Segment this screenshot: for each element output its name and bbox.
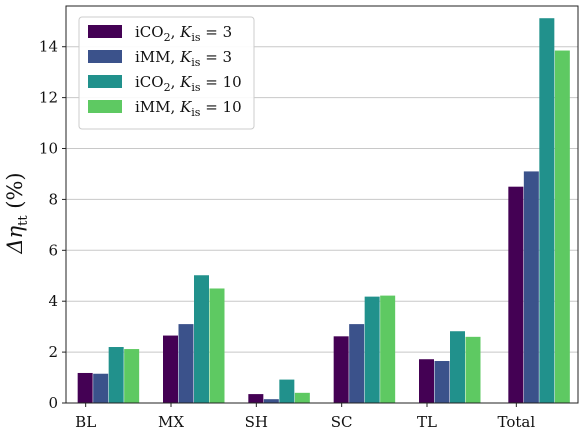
- bar: [209, 288, 225, 403]
- legend-label-text: iCO: [135, 23, 164, 41]
- bar: [124, 349, 140, 403]
- x-ticks: BL MX SH SC TL Total: [75, 403, 535, 429]
- x-tick-label: BL: [75, 413, 96, 429]
- bar: [263, 399, 279, 403]
- bar: [194, 275, 209, 403]
- legend-label-sep: ,: [171, 73, 181, 91]
- bar: [465, 336, 481, 403]
- legend-swatch: [88, 25, 122, 38]
- y-tick-label: 0: [48, 394, 58, 412]
- bar: [93, 373, 109, 403]
- y-tick-label: 10: [39, 140, 58, 158]
- legend-label-value: = 3: [200, 48, 232, 66]
- bar: [333, 336, 349, 403]
- bars: [77, 18, 570, 404]
- bar: [419, 359, 434, 403]
- legend-label-text: iCO: [135, 73, 164, 91]
- bar: [364, 296, 380, 403]
- legend-label-sub: 2: [164, 81, 171, 94]
- legend-label-k: K: [179, 23, 192, 41]
- legend-label-sep: ,: [171, 98, 181, 116]
- legend-label-k: K: [179, 73, 192, 91]
- y-axis-label-sub: tt: [16, 215, 31, 226]
- legend-label-ksub: is: [191, 106, 201, 119]
- y-tick-label: 2: [48, 343, 58, 361]
- y-axis-label-unit: (%): [3, 172, 27, 215]
- axes: [65, 5, 579, 404]
- legend-label-value: = 10: [201, 73, 242, 91]
- bar: [539, 18, 555, 403]
- y-tick-label: 12: [39, 89, 58, 107]
- bar: [77, 372, 93, 403]
- bar: [434, 361, 450, 403]
- x-tick-label: SH: [245, 413, 268, 429]
- legend-label: iCO2, Kis = 10: [135, 73, 242, 94]
- bar: [108, 347, 124, 403]
- legend-swatch: [88, 100, 122, 113]
- legend-label-text: iMM: [135, 48, 171, 66]
- legend-label: iMM, Kis = 10: [135, 98, 242, 119]
- legend-label-k: K: [179, 98, 192, 116]
- y-tick-label: 14: [39, 38, 58, 56]
- bar: [279, 379, 295, 403]
- x-tick-label: Total: [498, 413, 536, 429]
- legend-swatch: [88, 75, 122, 88]
- bar: [178, 324, 194, 403]
- y-ticks: 0 2 4 6 8 10 12 14: [39, 38, 66, 412]
- x-tick-label: SC: [331, 413, 353, 429]
- bar: [349, 324, 365, 403]
- legend-label-text: iMM: [135, 98, 171, 116]
- y-axis-label-main: Δη: [3, 225, 27, 254]
- legend-label-sep: ,: [171, 48, 181, 66]
- bar: [163, 335, 178, 403]
- plot-frame: [65, 5, 579, 404]
- bar: [380, 295, 396, 403]
- legend-label-sub: 2: [164, 31, 171, 44]
- bar: [248, 394, 264, 403]
- legend-label-sep: ,: [171, 23, 181, 41]
- legend-label-ksub: is: [191, 56, 201, 69]
- legend-label-value: = 3: [201, 23, 233, 41]
- legend-label: iCO2, Kis = 3: [135, 23, 232, 44]
- bar: [554, 50, 570, 404]
- legend-swatch: [88, 50, 122, 63]
- x-tick-label: TL: [417, 413, 437, 429]
- legend-label: iMM, Kis = 3: [135, 48, 232, 69]
- legend-label-ksub: is: [191, 81, 201, 94]
- bar: [294, 392, 310, 403]
- y-tick-label: 6: [48, 241, 58, 259]
- legend-box: [78, 16, 255, 130]
- legend-label-ksub: is: [191, 31, 201, 44]
- y-tick-label: 8: [48, 190, 58, 208]
- bar: [508, 186, 524, 403]
- bar: [450, 331, 465, 403]
- legend-label-value: = 10: [200, 98, 241, 116]
- y-tick-label: 4: [48, 292, 58, 310]
- y-axis-label: Δηtt (%): [3, 172, 31, 254]
- bar: [523, 171, 539, 403]
- legend-label-k: K: [179, 48, 192, 66]
- x-tick-label: MX: [158, 413, 184, 429]
